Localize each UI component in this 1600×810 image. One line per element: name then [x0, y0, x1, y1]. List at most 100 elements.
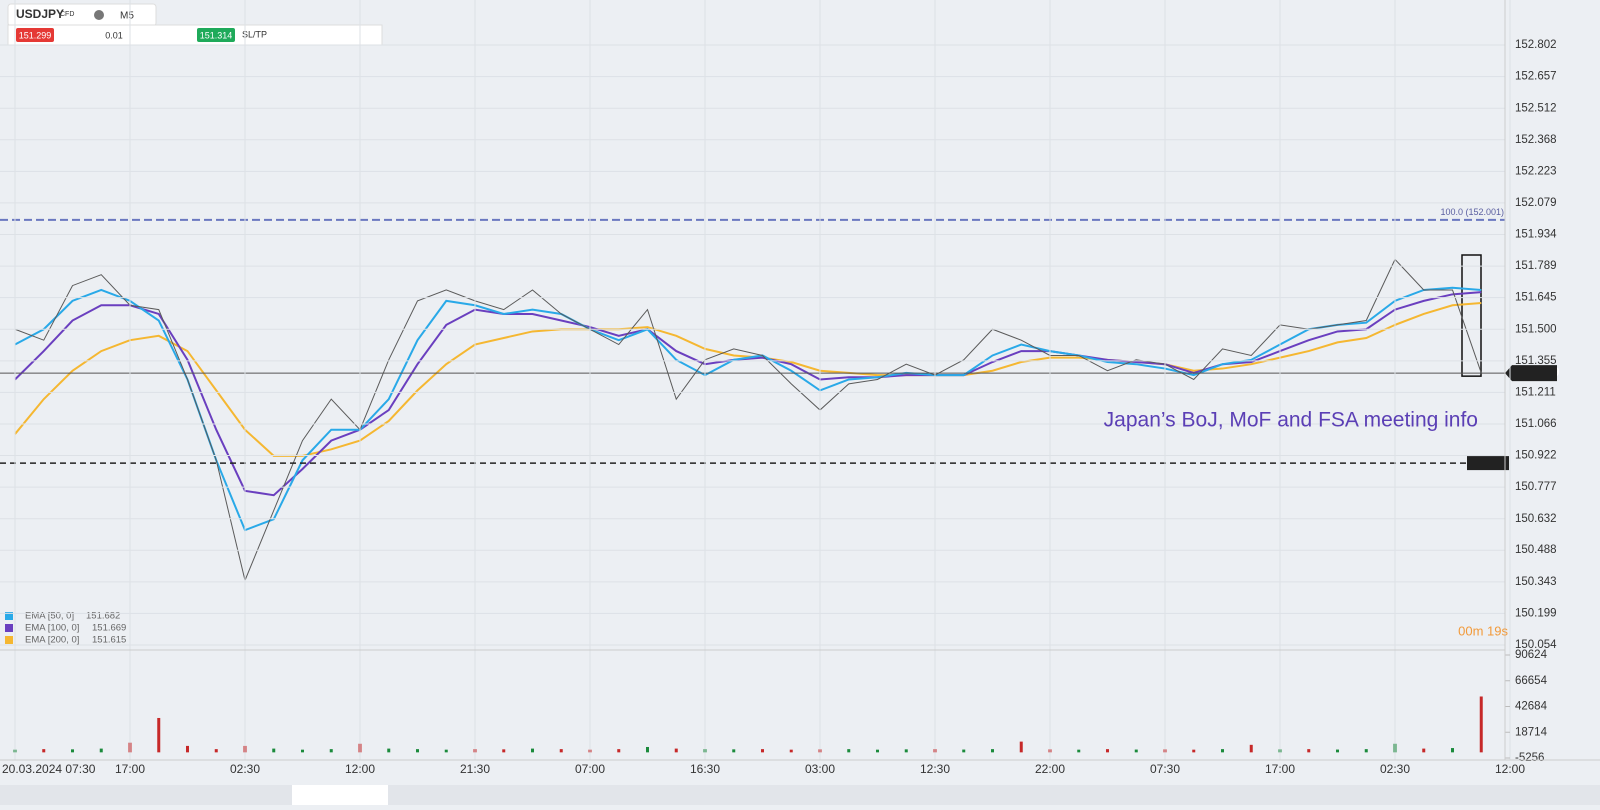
y-tick-label: 150.199: [1515, 607, 1557, 619]
x-tick-label: 03:00: [805, 762, 835, 776]
legend-name: EMA [100, 0]: [25, 623, 79, 634]
volume-bar: [272, 748, 276, 753]
volume-bar: [847, 749, 851, 753]
volume-tick-label: 42684: [1515, 701, 1548, 713]
ema-line: [14, 286, 1482, 532]
legend-swatch: [5, 612, 13, 620]
volume-bar: [214, 749, 218, 753]
volume-bar: [1134, 749, 1138, 753]
ema-line: [14, 302, 1482, 457]
volume-bar: [157, 717, 161, 753]
x-tick-label: 20.03.2024 07:30: [2, 762, 96, 776]
sell-button[interactable]: [16, 28, 54, 42]
y-tick-label: 151.066: [1515, 418, 1557, 430]
fib-label: 100.0 (152.001): [1440, 207, 1504, 217]
y-tick-label: 150.632: [1515, 513, 1557, 525]
volume-bar: [1336, 749, 1339, 753]
legend-swatch: [5, 624, 13, 632]
x-tick-label: 12:00: [345, 762, 375, 776]
x-tick-label: 22:00: [1035, 762, 1065, 776]
volume-bar: [904, 749, 908, 753]
volume-bar: [789, 749, 793, 753]
timeframe[interactable]: M5: [120, 11, 134, 22]
x-tick-label: 07:30: [1150, 762, 1180, 776]
legend-value: 151.682: [86, 611, 120, 622]
volume-bar: [732, 749, 736, 753]
price-line-series: [14, 258, 1482, 582]
buy-button[interactable]: [197, 28, 235, 42]
volume-bar: [387, 748, 391, 753]
x-tick-label: 02:30: [1380, 762, 1410, 776]
symbol[interactable]: USDJPY: [16, 7, 64, 21]
volume-bar: [1192, 749, 1196, 753]
volume-bar: [1019, 741, 1023, 753]
y-tick-label: 151.211: [1515, 386, 1556, 398]
tab-bar: [0, 785, 1600, 805]
volume-bar: [531, 748, 534, 753]
info-icon[interactable]: [94, 10, 104, 20]
volume-bar: [329, 749, 333, 753]
x-tick-label: 16:30: [690, 762, 720, 776]
highlight-box: [1461, 254, 1482, 377]
countdown: 00m 19s: [1458, 623, 1508, 638]
x-tick-label: 07:00: [575, 762, 605, 776]
y-tick-label: 152.368: [1515, 134, 1557, 146]
legend-swatch: [5, 636, 13, 644]
quantity[interactable]: 0.01: [105, 30, 123, 40]
sltp[interactable]: SL/TP: [242, 29, 267, 39]
y-tick-label: 150.488: [1515, 544, 1557, 556]
volume-bar: [617, 749, 621, 753]
volume-bar: [71, 749, 74, 753]
ask[interactable]: 151.314: [200, 30, 233, 40]
volume-bar: [1221, 749, 1224, 753]
volume-tick-label: -5256: [1515, 752, 1544, 764]
legend-value: 151.669: [92, 623, 126, 634]
y-tick-label: 150.922: [1515, 449, 1557, 461]
y-tick-label: 150.343: [1515, 576, 1557, 588]
y-tick-label: 151.934: [1515, 229, 1557, 241]
volume-tick-label: 66654: [1515, 675, 1548, 687]
x-tick-label: 17:00: [115, 762, 145, 776]
bid[interactable]: 151.299: [19, 30, 52, 40]
y-tick-label: 152.079: [1515, 197, 1557, 209]
x-tick-label: 12:00: [1495, 762, 1525, 776]
volume-bar: [416, 749, 419, 753]
volume-bar: [646, 746, 649, 753]
volume-bar: [186, 745, 189, 753]
legend-name: EMA [200, 0]: [25, 635, 79, 646]
y-tick-label: 151.355: [1515, 355, 1557, 367]
volume-tick-label: 90624: [1515, 649, 1548, 661]
instrument-type: CFD: [60, 11, 74, 18]
y-tick-label: 151.645: [1515, 292, 1557, 304]
volume-bar: [1479, 696, 1483, 753]
y-tick-label: 152.512: [1515, 102, 1557, 114]
x-tick-label: 17:00: [1265, 762, 1295, 776]
volume-bar: [1307, 749, 1311, 753]
volume-bar: [1364, 749, 1368, 753]
volume-bar: [1249, 744, 1253, 753]
x-tick-label: 02:30: [230, 762, 260, 776]
volume-bar: [42, 749, 46, 753]
volume-bar: [1422, 748, 1426, 753]
y-tick-label: 152.802: [1515, 39, 1557, 51]
volume-bar: [761, 749, 764, 753]
trade-bar: [7, 24, 383, 46]
x-tick-label: 21:30: [460, 762, 490, 776]
ema-line: [14, 291, 1482, 497]
y-tick-label: 152.223: [1515, 165, 1557, 177]
y-tick-label: 151.789: [1515, 260, 1557, 272]
y-tick-label: 150.777: [1515, 481, 1557, 493]
volume-bar: [502, 749, 506, 753]
price-label-box: [1505, 365, 1557, 382]
tab-active[interactable]: [292, 785, 388, 805]
volume-bar: [301, 749, 304, 753]
volume-bar: [876, 749, 879, 753]
annotation: Japan’s BoJ, MoF and FSA meeting info: [1104, 409, 1478, 432]
volume-bar: [1451, 748, 1454, 753]
volume-bar: [444, 749, 448, 753]
volume-tick-label: 18714: [1515, 726, 1548, 738]
volume-bar: [674, 748, 678, 753]
volume-bar: [991, 749, 994, 753]
